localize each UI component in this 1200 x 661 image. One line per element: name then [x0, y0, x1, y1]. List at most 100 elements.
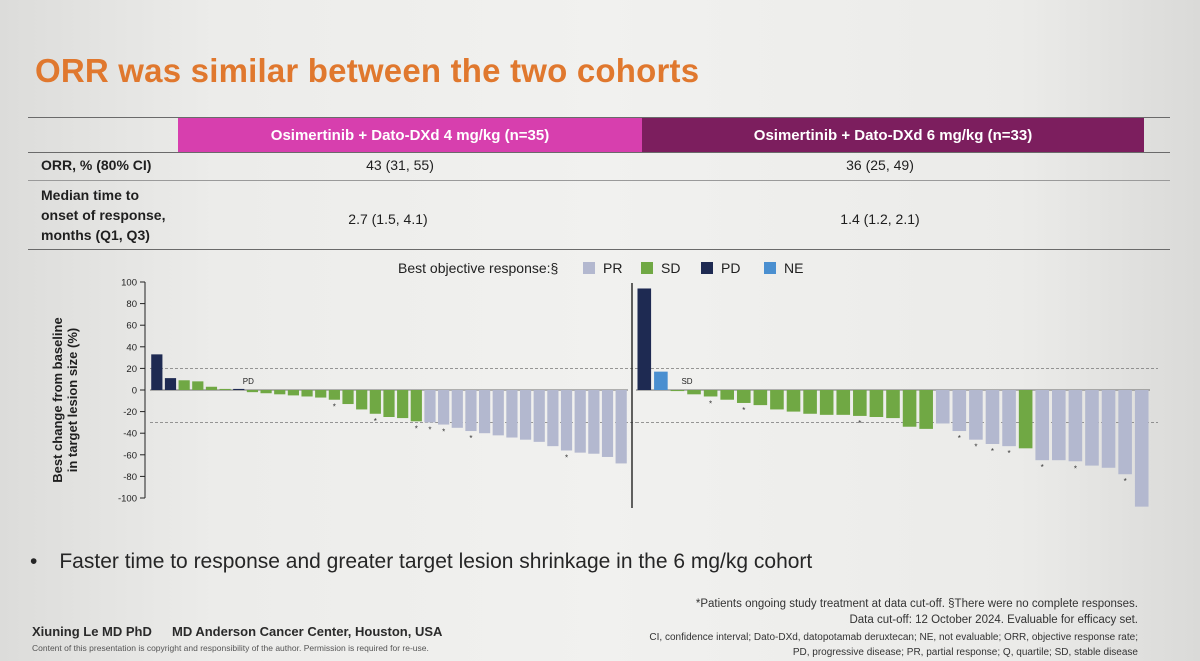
- bar: [451, 390, 463, 428]
- bar: [1101, 390, 1116, 468]
- y-tick-label: 20: [126, 364, 137, 375]
- bar: [287, 390, 299, 396]
- bar: [151, 354, 163, 390]
- bar: [637, 288, 652, 390]
- footnote-ongoing: *Patients ongoing study treatment at dat…: [695, 598, 1138, 610]
- bar: [315, 390, 327, 398]
- bar: [935, 390, 950, 424]
- legend-item-pd: PD: [701, 260, 740, 276]
- bar: [342, 390, 354, 405]
- bar: [803, 390, 817, 414]
- row-label-median-time: Median time to onset of response, months…: [41, 187, 166, 243]
- bar: [369, 390, 381, 414]
- table-bottom-rule: [28, 249, 1170, 250]
- bar: [246, 390, 259, 393]
- ongoing-marker: *: [442, 428, 445, 437]
- bar: [1002, 390, 1016, 447]
- bar: [560, 390, 573, 451]
- footnote-abbreviations-1: CI, confidence interval; Dato-DXd, datop…: [649, 632, 1138, 643]
- bar: [465, 390, 477, 432]
- bar: [985, 390, 1000, 444]
- bar: [687, 390, 701, 395]
- bar: [1118, 390, 1132, 475]
- y-tick-label: -60: [123, 450, 137, 461]
- bar: [736, 390, 751, 403]
- bar: [533, 390, 545, 442]
- bar: [519, 390, 532, 440]
- bar: [819, 390, 834, 415]
- bar: [670, 390, 685, 392]
- median-time-4mg-value: 2.7 (1.5, 4.1): [348, 211, 428, 227]
- ongoing-marker: *: [1041, 463, 1044, 472]
- bar: [753, 390, 768, 406]
- y-tick-label: -40: [123, 429, 137, 440]
- y-tick-label: 0: [132, 386, 137, 397]
- bar: [919, 390, 933, 429]
- ongoing-marker: *: [974, 443, 977, 452]
- median-time-6mg-value: 1.4 (1.2, 2.1): [840, 211, 920, 227]
- bar: [164, 378, 177, 390]
- bar: [438, 390, 450, 425]
- cohort-6mg-header: Osimertinib + Dato-DXd 6 mg/kg (n=33): [642, 118, 1144, 152]
- bar: [479, 390, 491, 434]
- ongoing-marker: *: [374, 417, 377, 426]
- y-tick-label: -100: [118, 494, 137, 505]
- bar: [654, 371, 668, 390]
- ongoing-marker: *: [1074, 464, 1077, 473]
- cohort-4mg-label: Osimertinib + Dato-DXd 4 mg/kg (n=35): [270, 126, 550, 144]
- bar: [588, 390, 600, 454]
- bar: [383, 390, 395, 417]
- legend-swatch-ne: [764, 262, 776, 274]
- bar: [1068, 390, 1083, 462]
- bar: [397, 390, 409, 419]
- bar: [969, 390, 983, 440]
- bar: [1035, 390, 1050, 461]
- key-finding-bullet: • Faster time to response and greater ta…: [30, 550, 812, 574]
- bullet-marker: •: [30, 550, 38, 573]
- table-header-rule: [28, 152, 1170, 153]
- bar: [410, 390, 422, 422]
- bar: [601, 390, 614, 457]
- ongoing-marker: *: [333, 403, 336, 412]
- bar: [1052, 390, 1066, 461]
- ongoing-marker: *: [958, 434, 961, 443]
- bar: [205, 386, 218, 390]
- bullet-text: Faster time to response and greater targ…: [59, 550, 813, 573]
- bar: [786, 390, 801, 412]
- y-tick-label: 40: [126, 342, 137, 353]
- cohort-6mg-label: Osimertinib + Dato-DXd 6 mg/kg (n=33): [753, 126, 1033, 144]
- footnote-cutoff: Data cut-off: 12 October 2024. Evaluable…: [849, 614, 1138, 626]
- chart-legend: Best objective response:§ PR SD PD NE: [0, 258, 1200, 280]
- orr-4mg-value: 43 (31, 55): [366, 157, 434, 173]
- bar: [720, 390, 734, 400]
- bar: [233, 388, 245, 390]
- ongoing-marker: *: [709, 399, 712, 408]
- bar: [1085, 390, 1099, 466]
- bar: [178, 380, 190, 390]
- bar-annotation: SD: [681, 377, 692, 386]
- bar: [836, 390, 851, 415]
- ongoing-marker: *: [428, 425, 431, 434]
- legend-item-pr: PR: [583, 260, 622, 276]
- bar: [1134, 390, 1149, 507]
- legend-item-sd: SD: [641, 260, 680, 276]
- bar-annotation: PD: [243, 377, 254, 386]
- ongoing-marker: *: [469, 434, 472, 443]
- y-tick-label: 80: [126, 299, 137, 310]
- bar: [301, 390, 313, 397]
- ongoing-marker: *: [991, 447, 994, 456]
- bar: [886, 390, 900, 419]
- ongoing-marker: *: [742, 406, 745, 415]
- y-tick-label: -80: [123, 472, 137, 483]
- bar: [902, 390, 917, 427]
- legend-item-ne: NE: [764, 260, 803, 276]
- bar: [615, 390, 627, 464]
- legend-title: Best objective response:§: [398, 260, 559, 276]
- legend-swatch-sd: [641, 262, 653, 274]
- table-row-rule: [28, 180, 1170, 181]
- presenter-institution: MD Anderson Cancer Center, Houston, USA: [172, 624, 443, 639]
- row-label-orr: ORR, % (80% CI): [41, 157, 152, 173]
- cohort-4mg-header: Osimertinib + Dato-DXd 4 mg/kg (n=35): [178, 118, 642, 152]
- table-top-rule: [28, 117, 1170, 118]
